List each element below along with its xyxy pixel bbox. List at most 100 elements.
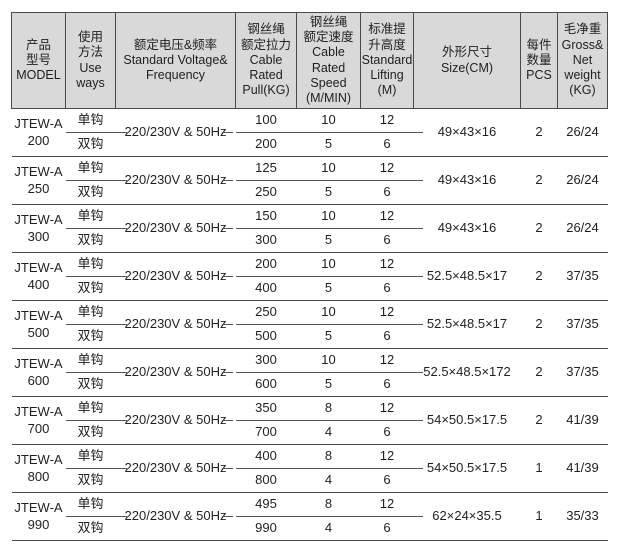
lifting-height-cell: 12	[360, 300, 414, 325]
pcs-cell: 2	[535, 172, 543, 188]
pcs-cell: 2	[535, 412, 543, 428]
lifting-height-cell: 6	[383, 328, 391, 344]
weight-cell: 37/35	[566, 268, 599, 284]
lifting-height-cell: 6	[383, 472, 391, 488]
cable-speed-cell: 8	[296, 444, 361, 469]
cable-pull-cell: 100	[235, 108, 297, 133]
voltage-cell: 220/230V & 50Hz	[115, 205, 236, 253]
cable-speed-cell: 5	[324, 328, 333, 344]
pcs-cell: 2	[535, 220, 543, 236]
cable-pull-cell: 495	[235, 492, 297, 517]
table-header: 产品 型号 MODEL 使用 方法 Use ways 额定电压&频率 Stand…	[11, 12, 608, 109]
col-header-pcs: 每件 数量 PCS	[520, 12, 558, 109]
model-row-group: JTEW-A 300 单钩 220/230V & 50Hz 150 10 12 …	[11, 204, 608, 253]
double-hook-row: 双钩 200 5 6	[12, 133, 608, 157]
col-header-model: 产品 型号 MODEL	[11, 12, 66, 109]
single-hook-row: JTEW-A 300 单钩 220/230V & 50Hz 150 10 12 …	[12, 204, 608, 244]
lifting-height-cell: 12	[360, 444, 414, 469]
weight-cell: 26/24	[566, 220, 599, 236]
size-cell: 52.5×48.5×17	[413, 253, 521, 301]
col-header-weight: 毛净重 Gross& Net weight (KG)	[557, 12, 608, 109]
useways-cell: 单钩	[65, 108, 116, 133]
double-hook-row: 双钩 300 5 6	[12, 229, 608, 253]
useways-cell: 双钩	[77, 328, 104, 344]
size-cell: 52.5×48.5×172	[413, 349, 521, 397]
lifting-height-cell: 12	[360, 108, 414, 133]
voltage-cell: 220/230V & 50Hz	[115, 445, 236, 493]
lifting-height-cell: 12	[360, 156, 414, 181]
cable-speed-cell: 10	[296, 300, 361, 325]
cable-speed-cell: 10	[296, 204, 361, 229]
size-cell: 62×24×35.5	[413, 493, 521, 541]
cable-pull-cell: 400	[235, 444, 297, 469]
cable-speed-cell: 4	[324, 520, 333, 536]
cable-speed-cell: 10	[296, 108, 361, 133]
model-cell: JTEW-A 600	[14, 355, 63, 388]
cable-pull-cell: 125	[235, 156, 297, 181]
lifting-height-cell: 6	[383, 520, 391, 536]
useways-cell: 单钩	[65, 300, 116, 325]
double-hook-row: 双钩 500 5 6	[12, 325, 608, 349]
header-row: 产品 型号 MODEL 使用 方法 Use ways 额定电压&频率 Stand…	[11, 12, 608, 109]
model-row-group: JTEW-A 600 单钩 220/230V & 50Hz 300 10 12 …	[11, 348, 608, 397]
useways-cell: 双钩	[77, 520, 104, 536]
voltage-cell: 220/230V & 50Hz	[115, 109, 236, 157]
cable-pull-cell: 700	[255, 424, 277, 440]
voltage-cell: 220/230V & 50Hz	[115, 349, 236, 397]
lifting-height-cell: 6	[383, 280, 391, 296]
product-spec-table: 产品 型号 MODEL 使用 方法 Use ways 额定电压&频率 Stand…	[11, 12, 608, 541]
pcs-cell: 2	[535, 364, 543, 380]
weight-cell: 35/33	[566, 508, 599, 524]
col-header-size: 外形尺寸 Size(CM)	[413, 12, 521, 109]
useways-cell: 单钩	[65, 444, 116, 469]
model-row-group: JTEW-A 250 单钩 220/230V & 50Hz 125 10 12 …	[11, 156, 608, 205]
single-hook-row: JTEW-A 250 单钩 220/230V & 50Hz 125 10 12 …	[12, 156, 608, 196]
single-hook-row: JTEW-A 990 单钩 220/230V & 50Hz 495 8 12 6…	[12, 492, 608, 532]
size-cell: 49×43×16	[413, 205, 521, 253]
lifting-height-cell: 6	[383, 184, 391, 200]
voltage-cell: 220/230V & 50Hz	[115, 301, 236, 349]
useways-cell: 双钩	[77, 280, 104, 296]
model-row-group: JTEW-A 500 单钩 220/230V & 50Hz 250 10 12 …	[11, 300, 608, 349]
model-cell: JTEW-A 700	[14, 403, 63, 436]
double-hook-row: 双钩 700 4 6	[12, 421, 608, 445]
useways-cell: 双钩	[77, 424, 104, 440]
single-hook-row: JTEW-A 800 单钩 220/230V & 50Hz 400 8 12 5…	[12, 444, 608, 484]
cable-pull-cell: 250	[255, 184, 277, 200]
col-header-cable-pull: 钢丝绳 额定拉力 Cable Rated Pull(KG)	[235, 12, 297, 109]
lifting-height-cell: 12	[360, 492, 414, 517]
voltage-cell: 220/230V & 50Hz	[115, 253, 236, 301]
pcs-cell: 2	[535, 316, 543, 332]
single-hook-row: JTEW-A 500 单钩 220/230V & 50Hz 250 10 12 …	[12, 300, 608, 340]
weight-cell: 37/35	[566, 316, 599, 332]
useways-cell: 单钩	[65, 156, 116, 181]
useways-cell: 双钩	[77, 376, 104, 392]
useways-cell: 单钩	[65, 348, 116, 373]
cable-pull-cell: 300	[255, 232, 277, 248]
double-hook-row: 双钩 400 5 6	[12, 277, 608, 301]
col-header-lifting: 标准提 升高度 Standard Lifting (M)	[360, 12, 414, 109]
double-hook-row: 双钩 800 4 6	[12, 469, 608, 493]
cable-speed-cell: 5	[324, 136, 333, 152]
model-row-group: JTEW-A 400 单钩 220/230V & 50Hz 200 10 12 …	[11, 252, 608, 301]
lifting-height-cell: 12	[360, 396, 414, 421]
useways-cell: 单钩	[65, 252, 116, 277]
useways-cell: 双钩	[77, 472, 104, 488]
useways-cell: 单钩	[65, 396, 116, 421]
lifting-height-cell: 6	[383, 376, 391, 392]
cable-speed-cell: 4	[324, 472, 333, 488]
cable-pull-cell: 200	[235, 252, 297, 277]
lifting-height-cell: 12	[360, 252, 414, 277]
cable-speed-cell: 4	[324, 424, 333, 440]
size-cell: 49×43×16	[413, 157, 521, 205]
col-header-useways: 使用 方法 Use ways	[65, 12, 116, 109]
model-cell: JTEW-A 800	[14, 451, 63, 484]
cable-pull-cell: 600	[255, 376, 277, 392]
pcs-cell: 1	[535, 508, 543, 524]
model-cell: JTEW-A 990	[14, 499, 63, 532]
cable-pull-cell: 990	[255, 520, 277, 536]
cable-speed-cell: 10	[296, 348, 361, 373]
voltage-cell: 220/230V & 50Hz	[115, 157, 236, 205]
useways-cell: 单钩	[65, 492, 116, 517]
